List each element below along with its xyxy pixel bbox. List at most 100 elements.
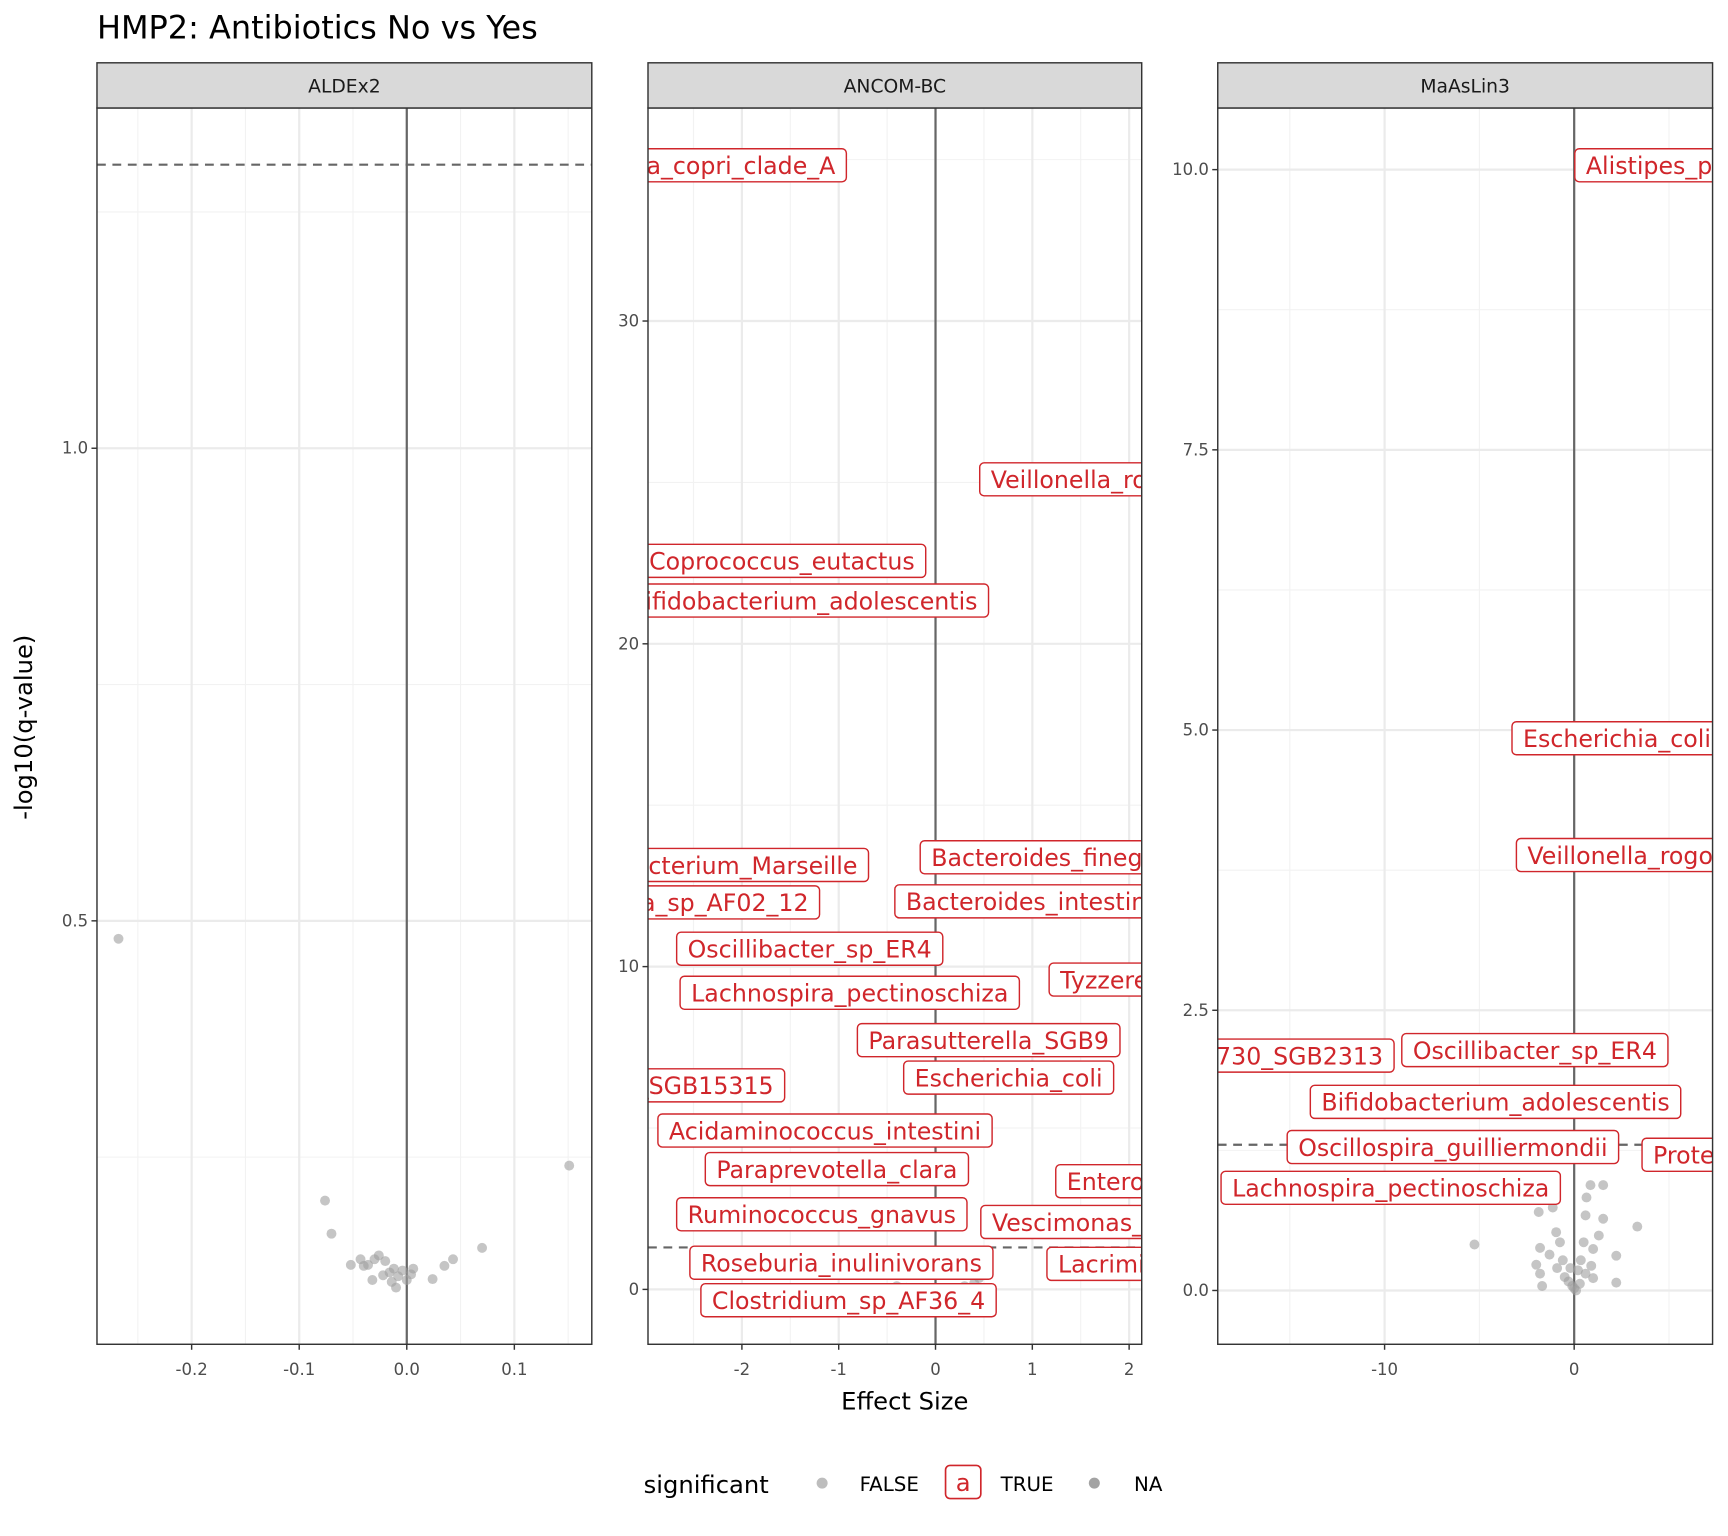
point-label: Roseburia_inulinivorans [689, 1245, 994, 1280]
label-text: Acidaminococcus_intestini [669, 1117, 981, 1145]
label-box [647, 1068, 786, 1103]
data-point [1580, 1210, 1591, 1221]
data-point [439, 1260, 450, 1271]
label-text: Enterocloster_bolteae [1067, 1168, 1326, 1196]
label-box [689, 1245, 994, 1280]
data-point [448, 1254, 458, 1265]
label-text: Ruminococcus_gnavus [688, 1201, 956, 1229]
label-text: Lachnospira_pectinoschiza [1232, 1175, 1549, 1203]
point-label: Bifidobacterium_adolescentis [1309, 1084, 1682, 1120]
data-point [358, 1260, 369, 1271]
point-label: Bacteroides_finegoldii [919, 840, 1192, 875]
legend-label-true: TRUE [1000, 1473, 1054, 1496]
label-box [902, 1060, 1115, 1095]
point-label: Tyzzerella_nexilis [1048, 962, 1263, 997]
point-label: Bacteroides_uniformis [1717, 1085, 1728, 1118]
facet-strip [96, 62, 593, 109]
label-box [647, 583, 990, 618]
x-tick-label: -0.2 [176, 1360, 208, 1379]
data-point [388, 1263, 399, 1274]
data-point [1580, 1268, 1591, 1279]
legend-key-true-box [944, 1464, 982, 1500]
point-label: Ruminococcus_gnavus [675, 1197, 968, 1232]
point-label: Parasutterella_SGB9 [856, 1022, 1121, 1058]
label-box [1055, 1163, 1142, 1199]
y-axis-title: -log10(q-value) [9, 635, 38, 820]
data-point [1573, 1265, 1583, 1276]
label-box [1286, 1129, 1620, 1165]
point-label: Escherichia_coli [1511, 721, 1713, 756]
label-box [704, 1151, 970, 1187]
y-tick-label: 7.5 [1183, 440, 1209, 459]
x-tick-label: -1 [830, 1360, 846, 1379]
label-text: Roseburia_inulinivorans [701, 1250, 982, 1278]
facet-strip-label: ANCOM-BC [844, 77, 946, 98]
x-tick-label: 0.1 [501, 1360, 527, 1379]
label-text: Bacteroides_intestinalis [906, 888, 1186, 916]
data-point [1535, 1268, 1546, 1279]
panel-ancom-bc: Prevotella_copri_clade_A Veillonella_rogo… [435, 62, 1399, 1379]
data-point [1544, 1249, 1555, 1260]
label-box [657, 1113, 993, 1148]
point-label: Veillonella_rogosae [1515, 837, 1713, 873]
label-text: Bacteroides_finegoldii [931, 844, 1192, 872]
label-text: Lachnospira_pectinoschiza [691, 980, 1008, 1008]
label-box [647, 543, 927, 579]
point-label: Paraprevotella_clara [704, 1151, 970, 1187]
point-label: Vescimonas_coprocola [980, 1204, 1259, 1240]
facet-strip [647, 62, 1143, 109]
data-point [1567, 1281, 1578, 1291]
y-tick-label: 2.5 [1183, 1001, 1209, 1020]
point-label: Oscillospira_guilliermondii [1286, 1129, 1620, 1165]
data-point [564, 1160, 575, 1171]
point-label: Enterocloster_bolteae [1055, 1163, 1326, 1199]
label-text: Tyzzerella_nexilis [1059, 966, 1263, 994]
panel-aldex2: ALDEx2 -0.2 -0.1 0.0 0.1 0.5 1.0 [62, 62, 593, 1379]
point-label: Veillonella_rogosae [978, 462, 1218, 497]
label-box [894, 884, 1142, 919]
x-tick-label: 2 [1124, 1360, 1135, 1379]
label-box [980, 1204, 1142, 1240]
legend-key-true-letter: a [956, 1468, 971, 1497]
data-point [1585, 1180, 1596, 1191]
data-point [1632, 1221, 1643, 1232]
point-label: Oscillibacter_sp_ER4 [1401, 1032, 1669, 1068]
legend-label-false: FALSE [860, 1473, 919, 1496]
label-text: Vescimonas_coprocola [992, 1209, 1259, 1237]
data-point [1593, 1230, 1604, 1241]
label-text: Veillonella_rogosae [991, 466, 1218, 494]
y-tick-label: 10 [618, 957, 639, 976]
y-tick-label: 0.0 [1183, 1281, 1209, 1300]
label-box [679, 975, 1021, 1011]
x-tick-label: -10 [1371, 1360, 1398, 1379]
label-text: Bifidobacterium_adolescentis [1321, 1089, 1669, 1117]
legend-title: significant [644, 1470, 769, 1499]
x-tick-label: -2 [734, 1360, 750, 1379]
data-point [1578, 1237, 1589, 1248]
point-label: GGB9730_SGB2313 [1148, 1038, 1395, 1073]
label-text: Faecalibacterium_SGB15315 [435, 1072, 774, 1100]
data-point [1554, 1237, 1565, 1248]
data-point [1531, 1259, 1542, 1270]
data-point [345, 1259, 356, 1270]
data-point [1588, 1273, 1599, 1284]
facet-strip-label: MaAsLin3 [1420, 77, 1510, 98]
point-label: Alistipes_putredinis [1574, 148, 1728, 183]
x-tick-label: 0.0 [394, 1360, 420, 1379]
data-point [1598, 1180, 1609, 1191]
data-point [397, 1265, 408, 1276]
data-point [380, 1256, 391, 1267]
label-box [1515, 837, 1713, 873]
label-text: GGB9730_SGB2313 [1148, 1042, 1383, 1070]
point-label: Prevotella_copri_clade_A [647, 148, 848, 183]
label-text: Alistipes_putredinis [1586, 152, 1728, 180]
point-label: Proteus_mirabilis [1641, 1137, 1713, 1172]
data-point [320, 1195, 330, 1206]
legend-label-na: NA [1134, 1473, 1163, 1496]
label-text: Lacrimispora_celerecrescens [1058, 1251, 1399, 1279]
data-point [1598, 1213, 1609, 1224]
data-point [1533, 1207, 1544, 1217]
label-text: Bifidobacterium_adolescentis [629, 587, 977, 615]
panel-background [96, 107, 592, 1345]
data-point [1469, 1239, 1480, 1250]
